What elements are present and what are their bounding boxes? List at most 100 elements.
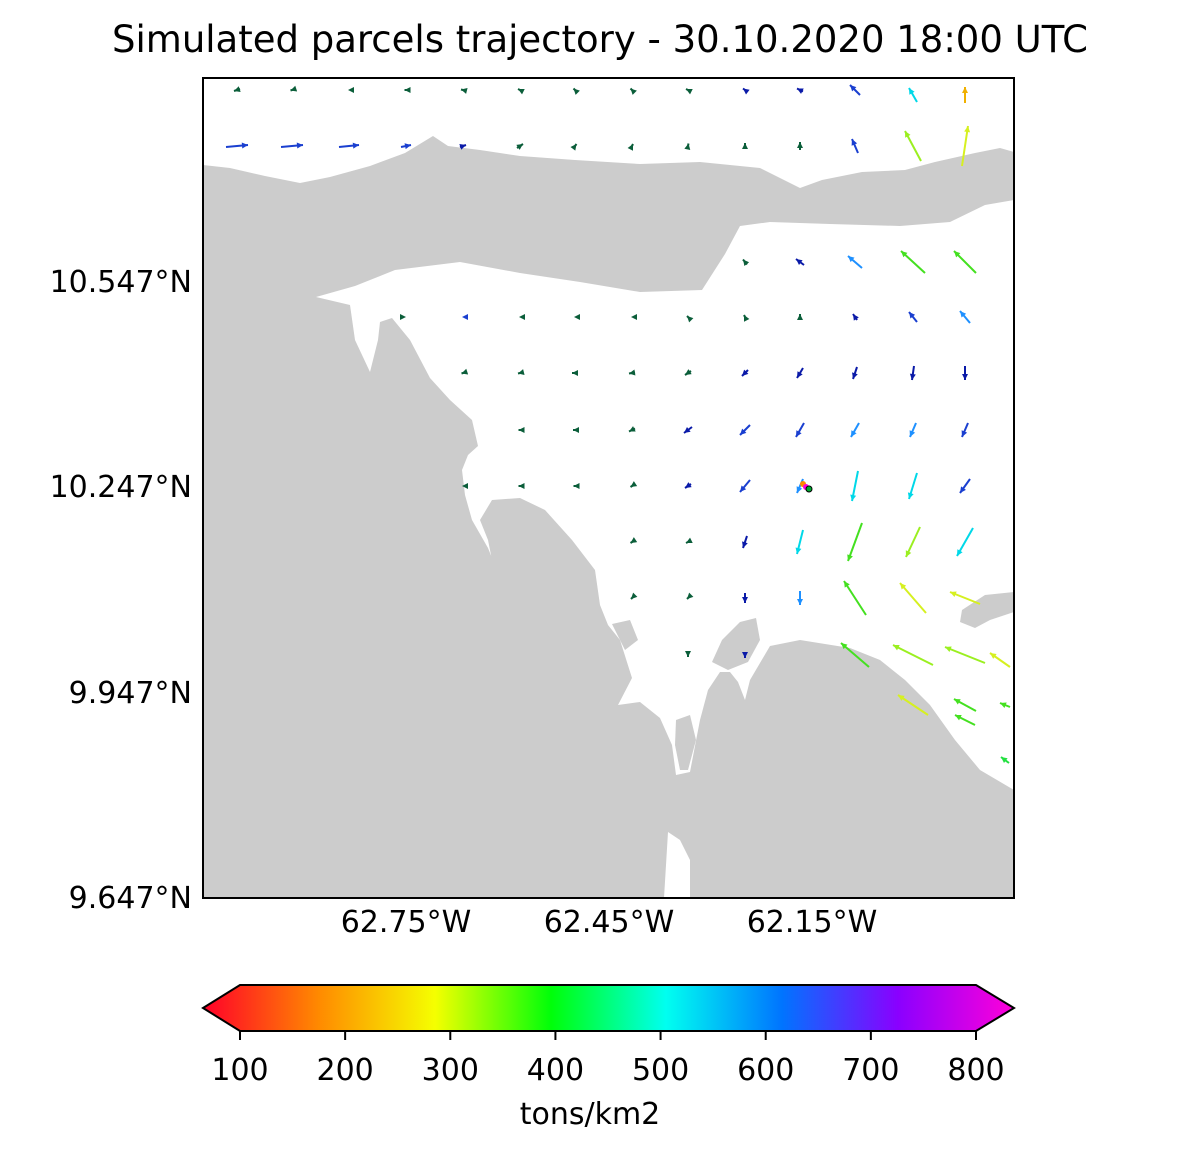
- current-vector-head: [687, 316, 694, 323]
- current-vector-head: [404, 143, 411, 150]
- current-vector-head: [573, 427, 579, 433]
- land-islet-south: [675, 715, 696, 770]
- current-vector-head: [686, 537, 693, 543]
- colorbar-tick-label: 600: [737, 1053, 794, 1088]
- current-vector-head: [744, 315, 750, 322]
- current-vector-head: [461, 368, 469, 375]
- current-vector-head: [404, 87, 411, 93]
- lat-tick-label: 9.947°N: [69, 676, 192, 711]
- current-vector-shaft: [847, 522, 863, 562]
- current-vector-head: [850, 494, 857, 501]
- current-vector-head: [945, 646, 952, 653]
- current-vector-head: [898, 695, 905, 701]
- current-vector-head: [685, 369, 692, 375]
- current-vector-head: [742, 369, 749, 376]
- current-vector-head: [797, 599, 803, 605]
- current-vector-head: [743, 88, 750, 95]
- land-mainland: [203, 297, 1014, 898]
- land-islet-east: [960, 592, 1014, 628]
- current-vector-head: [462, 483, 468, 489]
- current-vector-head: [957, 549, 963, 556]
- current-vector-shaft: [840, 642, 870, 668]
- current-vector-shaft: [843, 580, 867, 616]
- current-vector-head: [905, 131, 911, 138]
- current-vector-head: [962, 87, 968, 93]
- current-vector-head: [909, 88, 915, 95]
- current-vector-head: [955, 715, 962, 721]
- colorbar-tick-label: 500: [632, 1053, 689, 1088]
- current-vector-head: [796, 430, 802, 437]
- current-vector-head: [686, 89, 693, 95]
- current-vector-head: [851, 139, 858, 146]
- current-vector-head: [742, 541, 748, 548]
- current-vector-head: [630, 481, 638, 487]
- current-vector-head: [852, 372, 858, 379]
- colorbar-body: [201, 984, 1016, 1032]
- colorbar-tick-label: 700: [842, 1053, 899, 1088]
- lon-tick-label: 62.75°W: [341, 905, 472, 940]
- current-vector-head: [797, 88, 804, 94]
- lon-tick-label: 62.15°W: [747, 905, 878, 940]
- current-vector-head: [1000, 702, 1007, 709]
- colorbar-tick-label: 400: [527, 1053, 584, 1088]
- current-vector-head: [962, 374, 968, 380]
- current-vector-head: [950, 591, 957, 598]
- current-vector-head: [352, 142, 359, 149]
- land-islet-delta: [612, 620, 638, 650]
- colorbar-tick-label: 300: [422, 1053, 479, 1088]
- current-vector-head: [851, 430, 857, 437]
- lon-tick-label: 62.45°W: [544, 905, 675, 940]
- current-vector-head: [990, 653, 997, 659]
- current-vector-head: [685, 482, 692, 488]
- current-vector-head: [796, 259, 803, 265]
- current-vector-head: [961, 430, 968, 437]
- current-vector-head: [570, 144, 577, 151]
- current-vector-head: [905, 550, 912, 557]
- current-vector-head: [954, 251, 961, 258]
- current-vector-head: [1001, 757, 1008, 763]
- current-vector-head: [516, 144, 523, 150]
- current-vector-head: [909, 430, 916, 437]
- current-vector-head: [629, 369, 636, 376]
- current-vector-head: [574, 314, 580, 320]
- current-vector-head: [685, 651, 691, 657]
- current-vector-head: [630, 88, 637, 95]
- current-vector-head: [909, 312, 916, 319]
- current-vector-head: [844, 581, 850, 588]
- colorbar: 100 200 300 400 500 600 700 800: [201, 984, 1016, 1088]
- current-vector-head: [631, 314, 637, 320]
- current-vector-head: [893, 645, 900, 651]
- map-frame: [202, 77, 1015, 899]
- current-vector-head: [234, 86, 241, 92]
- current-vector-head: [740, 485, 747, 492]
- current-vector-shaft: [892, 644, 934, 666]
- current-vector-shaft: [897, 694, 929, 716]
- current-vector-head: [631, 592, 638, 599]
- current-vector-head: [627, 144, 633, 151]
- map-title: Simulated parcels trajectory - 30.10.202…: [112, 18, 1088, 61]
- lat-tick-label: 10.247°N: [50, 470, 192, 505]
- current-vector-head: [901, 251, 908, 258]
- colorbar-unit-text: tons/km2: [519, 1097, 661, 1132]
- current-vectors: [225, 84, 1011, 764]
- map-panel: [203, 78, 1014, 898]
- current-vector-head: [909, 373, 916, 380]
- current-vector-head: [400, 314, 406, 320]
- current-vector-head: [796, 486, 803, 493]
- current-vector-head: [518, 427, 525, 433]
- land-islet-central: [712, 618, 760, 670]
- current-vector-head: [629, 426, 636, 432]
- current-vector-head: [847, 554, 853, 561]
- current-vector-head: [960, 486, 966, 493]
- current-vector-head: [740, 428, 747, 435]
- current-vector-head: [797, 371, 803, 378]
- current-vector-shaft: [961, 125, 969, 167]
- current-vector-head: [848, 256, 855, 263]
- land-northern-island: [203, 136, 1014, 300]
- current-vector-head: [241, 142, 248, 149]
- current-vector-head: [797, 314, 803, 320]
- current-vector-head: [290, 85, 298, 92]
- current-vector-head: [462, 314, 468, 320]
- lat-tick-label: 10.547°N: [50, 265, 192, 300]
- current-vector-head: [841, 643, 848, 650]
